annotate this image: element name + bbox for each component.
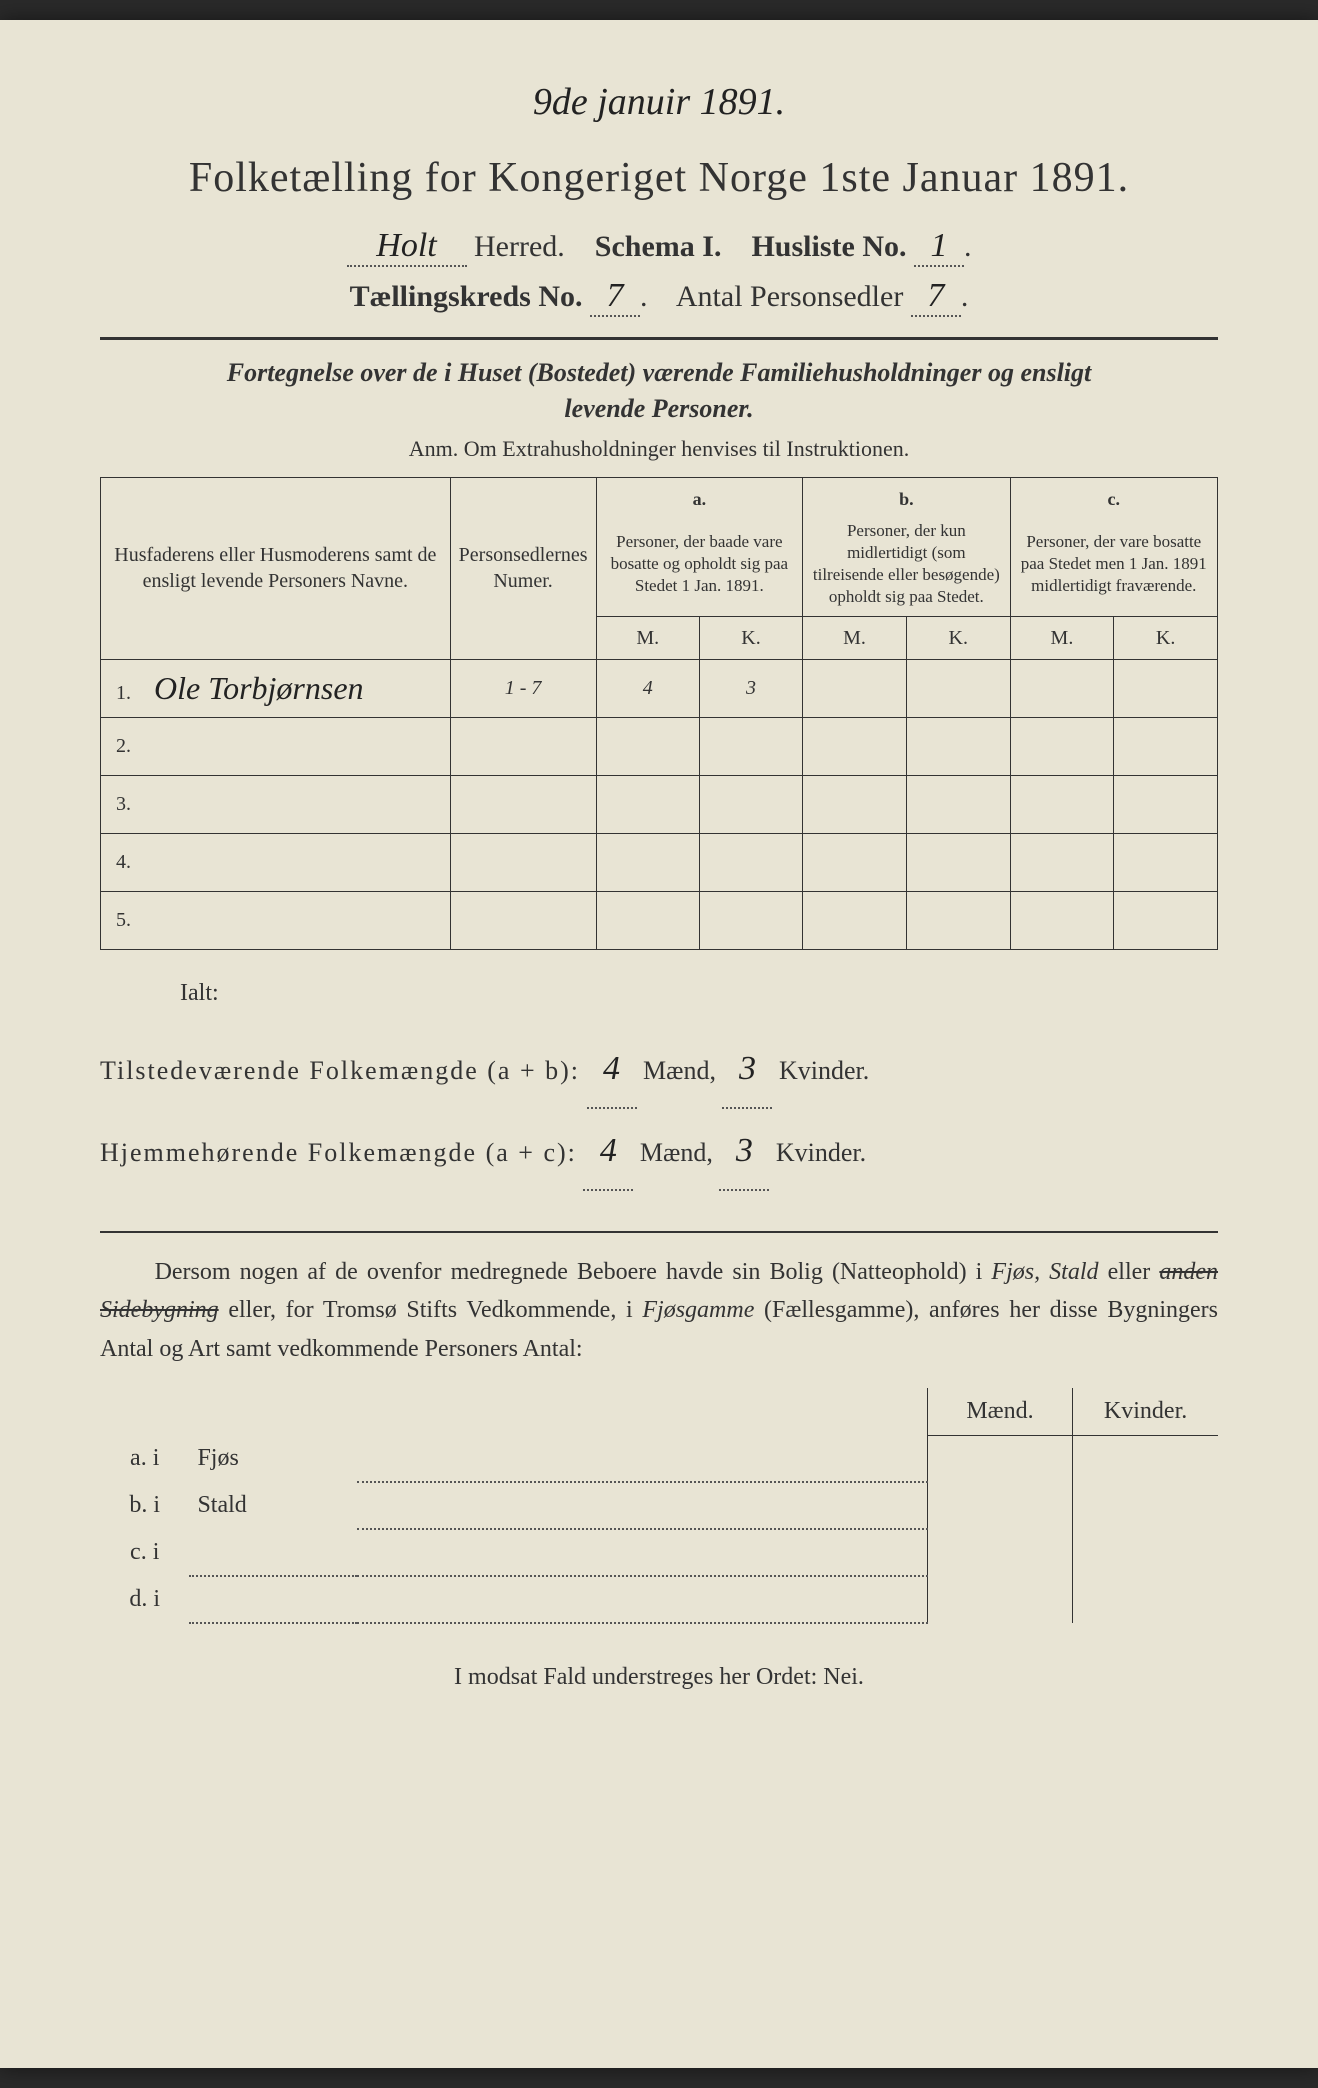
row-a-k: 3 xyxy=(699,660,802,718)
th-a: Personer, der baade vare bosatte og opho… xyxy=(596,512,803,617)
totals-2-m-label: Mænd, xyxy=(640,1138,713,1167)
totals-1-k: 3 xyxy=(722,1032,772,1109)
th-c-k: K. xyxy=(1114,617,1218,660)
totals-section: Tilstedeværende Folkemængde (a + b): 4 M… xyxy=(100,1032,1218,1191)
th-names: Husfaderens eller Husmoderens samt de en… xyxy=(101,477,451,659)
totals-1-k-label: Kvinder. xyxy=(779,1056,869,1085)
sub-row: a. i Fjøs xyxy=(100,1435,1218,1482)
subtitle-line1: Fortegnelse over de i Huset (Bostedet) v… xyxy=(227,358,1092,387)
totals-2-k-label: Kvinder. xyxy=(776,1138,866,1167)
row-c-k xyxy=(1114,660,1218,718)
th-a-label: a. xyxy=(596,477,803,512)
row-name-cell: 2. xyxy=(101,718,451,776)
th-b-label: b. xyxy=(803,477,1010,512)
table-body: 1. Ole Torbjørnsen 1 - 7 4 3 2. 3. 4. xyxy=(101,660,1218,950)
sub-kvinder: Kvinder. xyxy=(1073,1388,1218,1436)
totals-1-m: 4 xyxy=(587,1032,637,1109)
divider-2 xyxy=(100,1231,1218,1233)
totals-line-1: Tilstedeværende Folkemængde (a + b): 4 M… xyxy=(100,1032,1218,1109)
main-census-table: Husfaderens eller Husmoderens samt de en… xyxy=(100,477,1218,950)
table-row: 1. Ole Torbjørnsen 1 - 7 4 3 xyxy=(101,660,1218,718)
herred-value: Holt xyxy=(347,227,467,267)
table-row: 3. xyxy=(101,776,1218,834)
totals-line-2: Hjemmehørende Folkemængde (a + c): 4 Mæn… xyxy=(100,1114,1218,1191)
row-name-cell: 5. xyxy=(101,892,451,950)
th-b-k: K. xyxy=(906,617,1010,660)
totals-1-m-label: Mænd, xyxy=(643,1056,716,1085)
totals-2-label: Hjemmehørende Folkemængde (a + c): xyxy=(100,1138,577,1167)
row-b-m xyxy=(803,660,907,718)
header-line-1: Holt Herred. Schema I. Husliste No. 1. xyxy=(100,227,1218,267)
table-row: 2. xyxy=(101,718,1218,776)
th-a-k: K. xyxy=(699,617,802,660)
sub-maend: Mænd. xyxy=(927,1388,1072,1436)
th-b-m: M. xyxy=(803,617,907,660)
taellingskreds-value: 7 xyxy=(590,277,640,317)
table-row: 4. xyxy=(101,834,1218,892)
subtitle: Fortegnelse over de i Huset (Bostedet) v… xyxy=(100,355,1218,428)
totals-2-k: 3 xyxy=(719,1114,769,1191)
antal-value: 7 xyxy=(911,277,961,317)
totals-1-label: Tilstedeværende Folkemængde (a + b): xyxy=(100,1056,580,1085)
husliste-label: Husliste No. xyxy=(751,230,906,263)
husliste-value: 1 xyxy=(914,227,964,267)
row-b-k xyxy=(906,660,1010,718)
row-name-cell: 4. xyxy=(101,834,451,892)
row-name-cell: 1. Ole Torbjørnsen xyxy=(101,660,451,718)
th-b: Personer, der kun midlertidigt (som tilr… xyxy=(803,512,1010,617)
main-title: Folketælling for Kongeriget Norge 1ste J… xyxy=(100,154,1218,202)
sub-row: b. i Stald xyxy=(100,1482,1218,1529)
row-c-m xyxy=(1010,660,1114,718)
taellingskreds-label: Tællingskreds No. xyxy=(350,280,583,313)
subtitle-line2: levende Personer. xyxy=(564,394,753,423)
anm-note: Anm. Om Extrahusholdninger henvises til … xyxy=(100,436,1218,462)
th-c-m: M. xyxy=(1010,617,1114,660)
row-numer xyxy=(450,718,596,776)
row-a-m: 4 xyxy=(596,660,699,718)
row-numer: 1 - 7 xyxy=(450,660,596,718)
footer-line: I modsat Fald understreges her Ordet: Ne… xyxy=(100,1664,1218,1691)
table-row: 5. xyxy=(101,892,1218,950)
schema-label: Schema I. xyxy=(595,230,722,263)
building-sub-table: Mænd. Kvinder. a. i Fjøs b. i Stald c. i… xyxy=(100,1388,1218,1625)
row-name-cell: 3. xyxy=(101,776,451,834)
th-c: Personer, der vare bosatte paa Stedet me… xyxy=(1010,512,1217,617)
handwritten-date: 9de januir 1891. xyxy=(100,80,1218,124)
th-names-text: Husfaderens eller Husmoderens samt de en… xyxy=(114,544,436,592)
sub-row: d. i xyxy=(100,1576,1218,1623)
th-c-label: c. xyxy=(1010,477,1217,512)
totals-2-m: 4 xyxy=(583,1114,633,1191)
census-form-page: 9de januir 1891. Folketælling for Konger… xyxy=(0,20,1318,2068)
sub-row: c. i xyxy=(100,1529,1218,1576)
herred-label: Herred. xyxy=(474,230,565,263)
th-a-m: M. xyxy=(596,617,699,660)
antal-label: Antal Personsedler xyxy=(676,280,903,313)
ialt-label: Ialt: xyxy=(180,980,1218,1007)
divider-1 xyxy=(100,337,1218,340)
building-paragraph: Dersom nogen af de ovenfor medregnede Be… xyxy=(100,1253,1218,1368)
header-line-2: Tællingskreds No. 7. Antal Personsedler … xyxy=(100,277,1218,317)
th-numer: Personsedlernes Numer. xyxy=(450,477,596,659)
